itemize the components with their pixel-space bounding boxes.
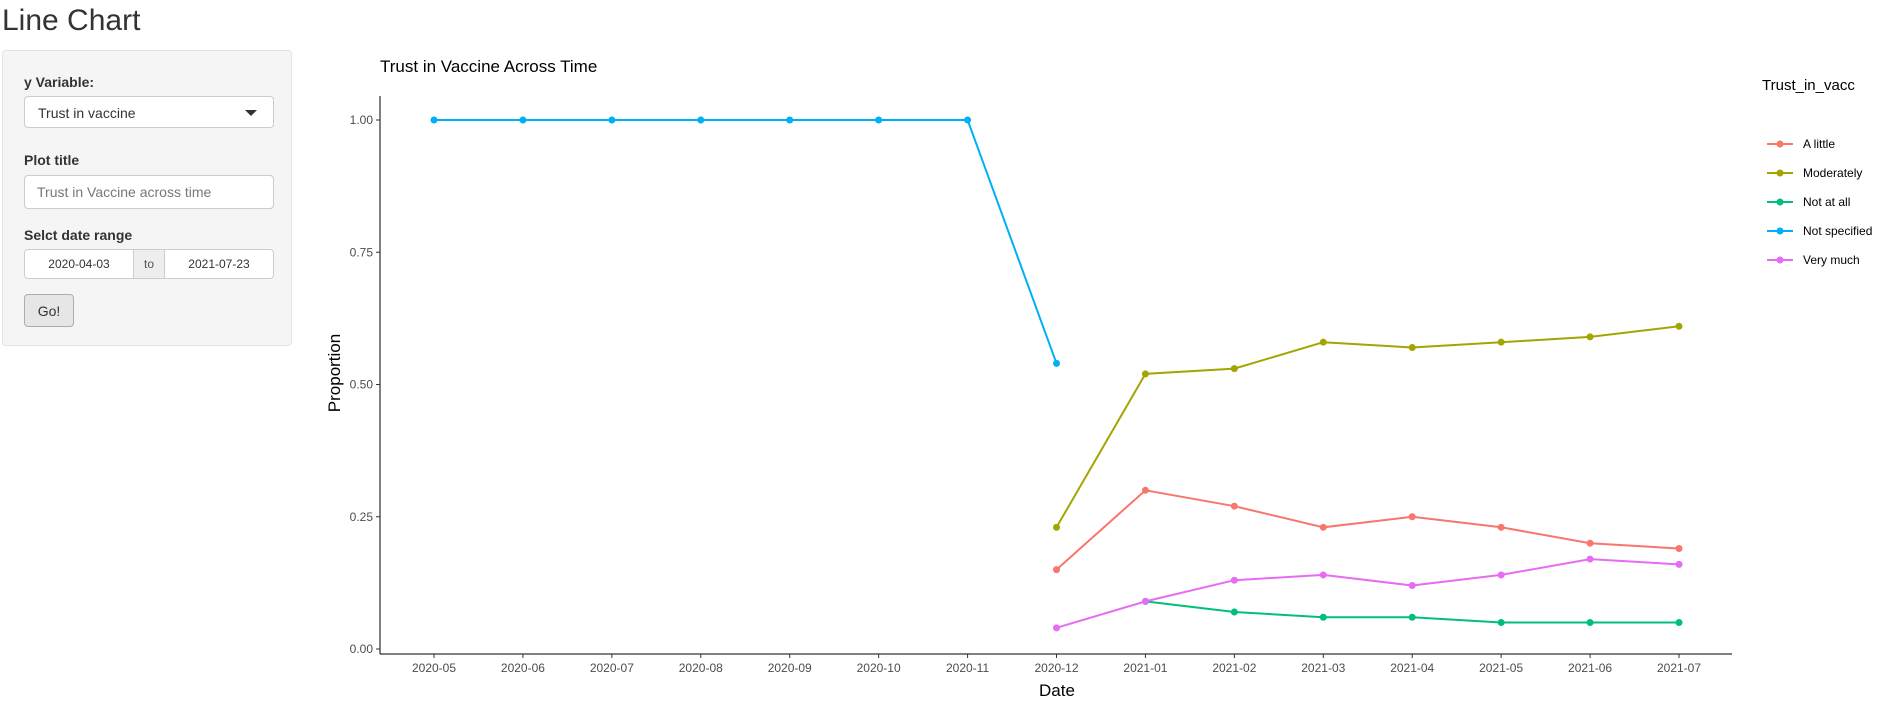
data-point-a-little <box>1141 486 1149 494</box>
data-point-very-much <box>1230 576 1238 584</box>
y-variable-label: y Variable: <box>24 74 95 90</box>
series-line-a-little <box>1055 489 1680 571</box>
data-point-moderately <box>1675 322 1683 330</box>
legend-label-very-much: Very much <box>1803 253 1860 267</box>
data-point-not-at-all <box>1586 619 1594 627</box>
data-point-moderately <box>1408 343 1416 351</box>
data-point-very-much <box>1408 582 1416 590</box>
date-separator: to <box>133 250 165 278</box>
data-point-not-specified <box>430 116 438 124</box>
data-point-not-specified <box>964 116 972 124</box>
legend-key-point-not-at-all <box>1776 198 1784 206</box>
data-point-not-specified <box>875 116 883 124</box>
data-point-moderately <box>1053 523 1060 531</box>
y-variable-select[interactable]: Trust in vaccine <box>24 96 274 128</box>
y-tick-label: 0.75 <box>350 245 374 259</box>
data-point-a-little <box>1497 523 1505 531</box>
y-tick-label: 1.00 <box>350 113 374 127</box>
x-tick-label: 2020-12 <box>1034 661 1078 675</box>
plot-title-input[interactable] <box>24 175 274 209</box>
x-tick-label: 2020-06 <box>501 661 545 675</box>
x-axis-label: Date <box>1039 681 1075 700</box>
data-point-very-much <box>1141 597 1149 605</box>
data-point-a-little <box>1675 544 1683 552</box>
data-point-moderately <box>1141 370 1149 378</box>
data-point-moderately <box>1586 333 1594 341</box>
x-tick-label: 2020-11 <box>946 661 989 675</box>
legend-key-point-moderately <box>1776 169 1784 177</box>
data-point-a-little <box>1053 566 1060 574</box>
x-tick-label: 2020-10 <box>857 661 901 675</box>
date-range-label: Selct date range <box>24 227 133 243</box>
y-tick-label: 0.50 <box>350 378 374 392</box>
x-tick-label: 2021-05 <box>1479 661 1523 675</box>
date-end-input[interactable]: 2021-07-23 <box>188 257 250 271</box>
go-button[interactable]: Go! <box>24 294 74 327</box>
x-tick-label: 2021-01 <box>1123 661 1167 675</box>
y-variable-value: Trust in vaccine <box>38 105 136 121</box>
data-point-a-little <box>1230 502 1238 510</box>
date-start-input[interactable]: 2020-04-03 <box>48 257 110 271</box>
x-tick-label: 2020-09 <box>768 661 812 675</box>
y-tick-label: 0.25 <box>350 510 374 524</box>
data-point-very-much <box>1586 555 1594 563</box>
data-point-a-little <box>1408 513 1416 521</box>
x-tick-label: 2020-07 <box>590 661 634 675</box>
x-tick-label: 2021-06 <box>1568 661 1612 675</box>
sidebar-panel: y Variable: Trust in vaccine Plot title … <box>2 50 292 346</box>
data-point-not-at-all <box>1230 608 1238 616</box>
data-point-very-much <box>1053 624 1060 632</box>
x-tick-label: 2021-02 <box>1212 661 1256 675</box>
chart-title: Trust in Vaccine Across Time <box>380 57 597 76</box>
x-tick-label: 2021-07 <box>1657 661 1701 675</box>
data-point-not-at-all <box>1408 613 1416 621</box>
x-tick-label: 2021-04 <box>1390 661 1434 675</box>
legend-key-point-not-specified <box>1776 227 1784 235</box>
data-point-a-little <box>1586 539 1594 547</box>
data-point-very-much <box>1497 571 1505 579</box>
data-point-not-at-all <box>1675 619 1683 627</box>
legend-label-moderately: Moderately <box>1803 166 1862 180</box>
data-point-moderately <box>1230 365 1238 373</box>
y-axis-label: Proportion <box>325 334 344 412</box>
data-point-moderately <box>1497 338 1505 346</box>
legend-label-not-specified: Not specified <box>1803 224 1872 238</box>
data-point-not-at-all <box>1319 613 1327 621</box>
x-tick-label: 2020-05 <box>412 661 456 675</box>
data-point-not-specified <box>697 116 705 124</box>
y-tick-label: 0.00 <box>350 642 374 656</box>
x-tick-label: 2021-03 <box>1301 661 1345 675</box>
data-point-moderately <box>1319 338 1327 346</box>
legend-key-point-a-little <box>1776 140 1784 148</box>
series-line-not-specified <box>434 119 1058 364</box>
data-point-not-specified <box>1053 359 1060 367</box>
page-title: Line Chart <box>2 4 141 37</box>
data-point-not-specified <box>786 116 794 124</box>
data-point-a-little <box>1319 523 1327 531</box>
chevron-down-icon <box>245 110 257 116</box>
plot-title-label: Plot title <box>24 152 80 168</box>
series-line-very-much <box>1056 558 1680 629</box>
data-point-not-specified <box>519 116 527 124</box>
legend-title: Trust_in_vacc <box>1762 77 1855 94</box>
data-point-not-specified <box>608 116 616 124</box>
legend-label-a-little: A little <box>1803 137 1835 151</box>
data-point-very-much <box>1319 571 1327 579</box>
x-tick-label: 2020-08 <box>679 661 723 675</box>
data-point-not-at-all <box>1497 619 1505 627</box>
legend-key-point-very-much <box>1776 256 1784 264</box>
series-line-moderately <box>1055 325 1680 528</box>
legend-label-not-at-all: Not at all <box>1803 195 1850 209</box>
date-range-input: 2020-04-03 to 2021-07-23 <box>24 249 274 279</box>
data-point-very-much <box>1675 560 1683 568</box>
